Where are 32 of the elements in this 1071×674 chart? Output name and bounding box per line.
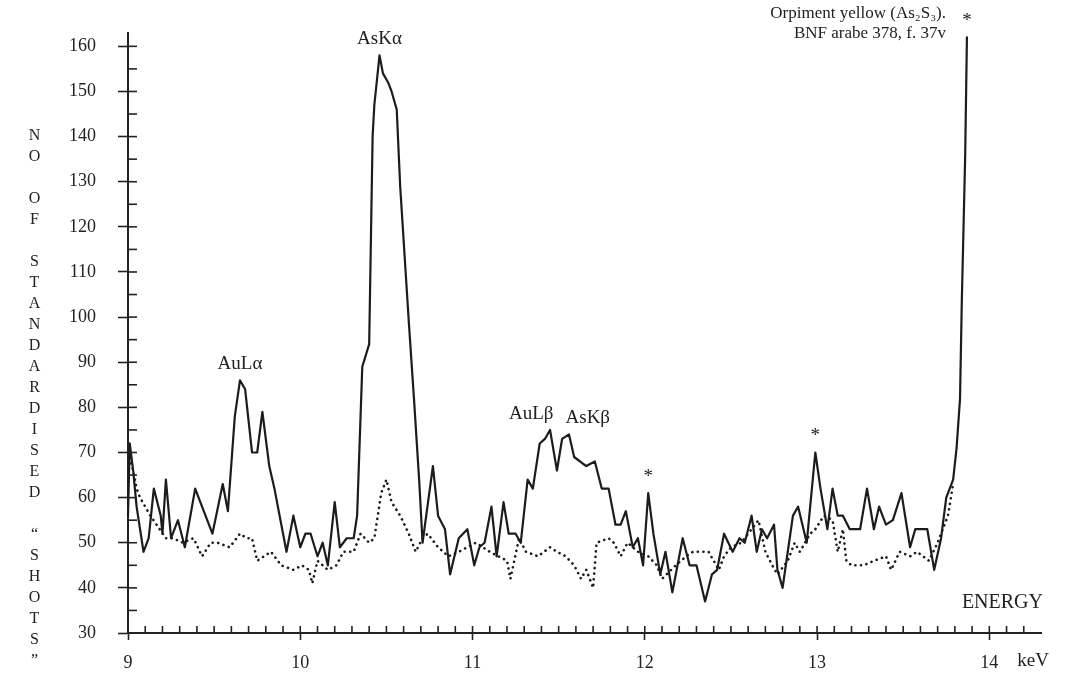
x-tick-label: 9 — [123, 651, 133, 672]
annotation: AuLα — [217, 352, 263, 374]
x-tick-label: 13 — [808, 651, 827, 672]
y-tick-label: 40 — [78, 576, 96, 597]
annotation: AsKβ — [565, 406, 611, 428]
x-axis-title: ENERGY — [961, 590, 1043, 612]
y-tick-label: 70 — [78, 441, 96, 462]
y-tick-label: 50 — [78, 531, 96, 552]
x-tick-label: 10 — [291, 651, 310, 672]
x-tick-label: 11 — [463, 651, 482, 672]
annotation: * — [643, 465, 653, 487]
chart-subtitle: BNF arabe 378, f. 37v — [792, 23, 946, 43]
x-tick-label: 14 — [980, 651, 999, 672]
y-tick-label: 160 — [69, 35, 96, 56]
annotation: * — [810, 424, 821, 446]
annotation: AuLβ — [509, 401, 554, 423]
text: keV — [1017, 649, 1050, 670]
y-axis-title: NO OF STANDARDISED “SHOTS” — [26, 126, 43, 672]
y-tick-label: 90 — [78, 350, 96, 371]
y-tick-label: 120 — [69, 215, 96, 236]
chart-title: Orpiment yellow (As₂S₃). — [770, 3, 946, 23]
y-tick-label: 110 — [69, 260, 96, 281]
y-tick-label: 100 — [69, 305, 96, 326]
x-tick-label: 12 — [635, 651, 654, 672]
y-tick-label: 130 — [69, 170, 96, 191]
annotation: AsKα — [357, 27, 402, 49]
y-tick-label: 150 — [69, 80, 96, 101]
y-tick-label: 140 — [69, 125, 96, 146]
y-tick-label: 60 — [78, 486, 96, 507]
y-tick-label: 80 — [78, 396, 96, 417]
y-tick-label: 30 — [78, 621, 96, 642]
annotation: * — [962, 9, 972, 31]
